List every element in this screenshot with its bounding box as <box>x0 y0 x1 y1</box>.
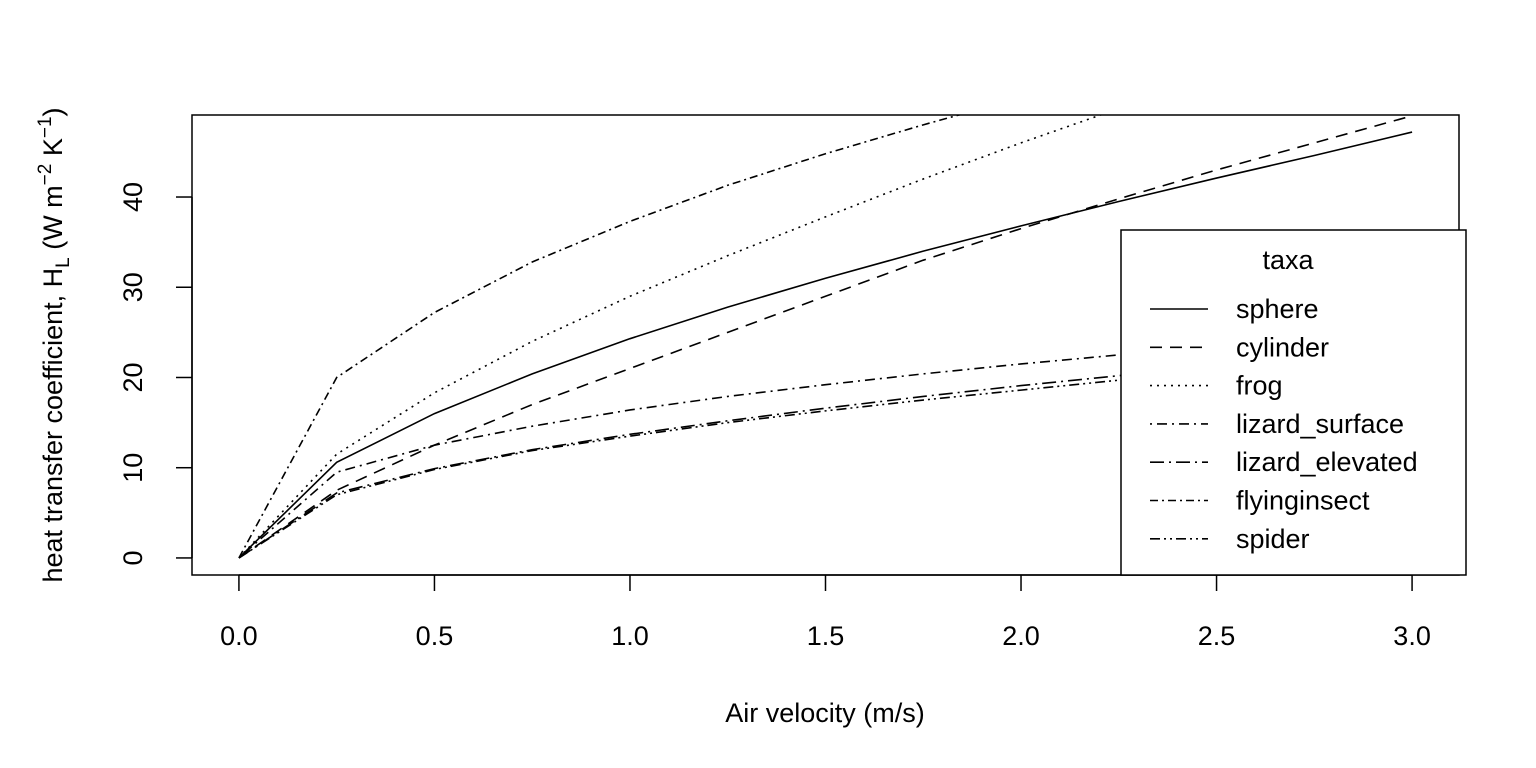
x-tick-label: 3.0 <box>1393 621 1431 651</box>
y-label-part: ) <box>38 107 68 116</box>
legend-title: taxa <box>1262 245 1314 275</box>
y-tick-label: 20 <box>118 362 148 392</box>
series-line <box>238 115 962 559</box>
y-label-part: (W m <box>38 185 68 257</box>
y-axis-label: heat transfer coefficient, HL (W m−2 K−1… <box>35 107 74 582</box>
legend-label: flyinginsect <box>1236 486 1370 516</box>
x-tick-label: 2.5 <box>1198 621 1236 651</box>
y-label-sub: L <box>53 257 74 268</box>
y-label-sup: −2 <box>35 164 56 186</box>
y-label-sup: −1 <box>35 116 56 138</box>
y-tick-label: 40 <box>118 182 148 212</box>
x-tick-label: 1.0 <box>611 621 649 651</box>
y-label-part: K <box>38 138 68 164</box>
y-tick-label: 0 <box>118 550 148 565</box>
legend-label: frog <box>1236 371 1283 401</box>
series-line <box>238 131 1413 559</box>
x-tick-label: 1.5 <box>807 621 845 651</box>
legend-label: spider <box>1236 524 1310 554</box>
x-axis-label: Air velocity (m/s) <box>725 698 925 728</box>
legend-box <box>1120 229 1467 576</box>
x-tick-label: 2.0 <box>1002 621 1040 651</box>
y-tick-label: 30 <box>118 272 148 302</box>
legend-label: lizard_surface <box>1236 409 1404 439</box>
y-tick-label: 10 <box>118 453 148 483</box>
legend-label: cylinder <box>1236 332 1329 362</box>
y-label-part: heat transfer coefficient, H <box>38 268 68 583</box>
x-tick-label: 0.5 <box>416 621 454 651</box>
x-tick-label: 0.0 <box>220 621 258 651</box>
series-line <box>238 115 1103 559</box>
legend-label: sphere <box>1236 294 1319 324</box>
series-line <box>238 354 1413 559</box>
legend-label: lizard_elevated <box>1236 447 1418 477</box>
